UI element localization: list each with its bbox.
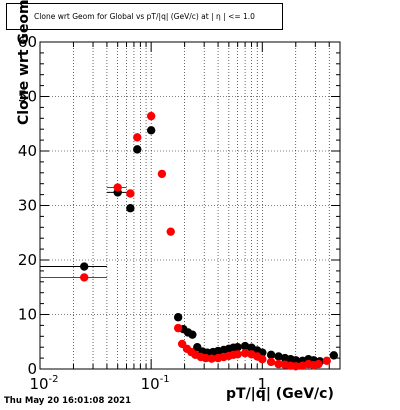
x-tick-label: 1 [258, 375, 268, 393]
data-point [322, 356, 331, 366]
x-axis-label: pT/|q| (GeV/c) [226, 386, 334, 402]
series-1 [40, 111, 331, 371]
chart-title-box: Clone wrt Geom for Global vs pT/|q| (GeV… [6, 3, 283, 30]
series-0 [40, 126, 339, 366]
data-point [266, 350, 276, 360]
data-point [329, 351, 339, 360]
y-tick-label: 20 [18, 251, 37, 269]
data-point [157, 169, 167, 179]
y-tick-label: 60 [18, 33, 37, 51]
data-point [274, 359, 283, 369]
y-tick-label: 40 [18, 142, 37, 160]
data-point [113, 183, 122, 192]
x-tick-label: 10-1 [141, 374, 170, 393]
data-point [166, 227, 175, 236]
data-point [291, 356, 300, 365]
data-point [233, 343, 242, 352]
data-point [233, 350, 242, 359]
data-point [133, 145, 142, 154]
data-point [80, 262, 89, 271]
data-point [314, 359, 323, 369]
y-tick-label: 10 [18, 306, 37, 324]
data-point [258, 354, 267, 364]
data-point [173, 313, 183, 322]
data-point [207, 354, 216, 363]
data-point [188, 330, 197, 339]
y-tick-label: 0 [27, 360, 37, 378]
chart-title: Clone wrt Geom for Global vs pT/|q| (GeV… [34, 12, 255, 21]
data-point [126, 189, 135, 198]
data-points [40, 111, 339, 371]
data-point [126, 204, 135, 213]
data-point [240, 348, 250, 358]
data-point [173, 323, 183, 333]
y-tick-label: 30 [18, 197, 37, 215]
data-point [291, 362, 300, 371]
tick-labels: 0 10 20 30 40 50 60 10-2 10-1 1 [18, 33, 267, 393]
axes [39, 41, 341, 370]
data-point [80, 273, 89, 282]
y-axis-label: Clone wrt Geom (%) [16, 0, 32, 125]
data-point [146, 111, 156, 121]
data-point [266, 357, 276, 367]
data-point [146, 126, 156, 135]
x-tick-label: 10-2 [29, 374, 58, 393]
grid [40, 42, 340, 369]
data-point [133, 133, 142, 142]
y-tick-label: 50 [18, 88, 37, 106]
data-point [240, 341, 250, 351]
data-point [274, 352, 283, 361]
timestamp-footer: Thu May 20 16:01:08 2021 [4, 396, 131, 406]
